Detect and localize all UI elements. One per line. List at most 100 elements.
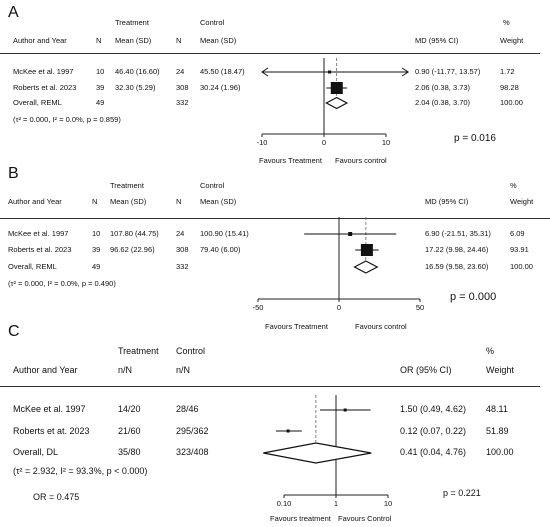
group1-header: Treatment bbox=[115, 18, 149, 27]
row-n2: 28/46 bbox=[176, 404, 199, 414]
p-value: p = 0.000 bbox=[450, 291, 497, 303]
row-mean2: 100.90 (15.41) bbox=[200, 229, 249, 238]
p-value: p = 0.016 bbox=[454, 133, 496, 144]
or-summary: OR = 0.475 bbox=[33, 492, 80, 502]
point-estimate-square bbox=[343, 408, 347, 412]
row-weight: 98.28 bbox=[500, 83, 519, 92]
overall-effect-diamond bbox=[325, 96, 349, 110]
row-weight: 100.00 bbox=[500, 98, 523, 107]
weight-header: Weight bbox=[510, 197, 534, 206]
x-axis-tick-label: 10 bbox=[384, 499, 392, 508]
mean2-header: Mean (SD) bbox=[200, 197, 237, 206]
x-axis-tick-label: 10 bbox=[382, 138, 390, 147]
row-n2: 332 bbox=[176, 98, 189, 107]
header-rule bbox=[0, 53, 540, 54]
weight-header: Weight bbox=[486, 365, 514, 375]
effect-header: MD (95% CI) bbox=[425, 197, 469, 206]
row-ci: 1.50 (0.49, 4.62) bbox=[400, 404, 467, 414]
author-header: Author and Year bbox=[13, 36, 67, 45]
forest-plot-a-graphic: -10 0 10 bbox=[257, 58, 410, 147]
row-ci: 6.90 (-21.51, 35.31) bbox=[425, 229, 491, 238]
favours-right: Favours control bbox=[335, 156, 387, 165]
row-ci: 0.90 (-11.77, 13.57) bbox=[415, 67, 481, 76]
header-rule bbox=[0, 386, 540, 387]
row-n1: 10 bbox=[92, 229, 101, 238]
forest-plot-b: B Treatment Control % Author and Year N … bbox=[0, 165, 550, 335]
point-estimate-square bbox=[286, 429, 290, 433]
point-estimate-square bbox=[360, 244, 373, 256]
row-mean1: 96.62 (22.96) bbox=[110, 245, 155, 254]
n1-header: n/N bbox=[118, 365, 133, 375]
row-mean1: 46.40 (16.60) bbox=[115, 67, 160, 76]
row-ci: 0.12 (0.07, 0.22) bbox=[400, 426, 467, 436]
row-n1: 39 bbox=[92, 245, 101, 254]
panel-label-a: A bbox=[8, 4, 19, 21]
row-n2: 295/362 bbox=[176, 426, 209, 436]
row-ci: 16.59 (9.58, 23.60) bbox=[425, 262, 489, 271]
row-author: Roberts et al. 2023 bbox=[8, 245, 72, 254]
mean1-header: Mean (SD) bbox=[110, 197, 147, 206]
forest-plot-c: C Treatment Control % Author and Year n/… bbox=[0, 323, 550, 527]
x-axis-tick-label: 50 bbox=[416, 303, 424, 312]
row-weight: 1.72 bbox=[500, 67, 515, 76]
header-rule bbox=[0, 218, 550, 219]
row-author: McKee et al. 1997 bbox=[8, 229, 69, 238]
forest-plot-c-graphic: 0.10 1 10 bbox=[263, 395, 392, 508]
row-n2: 308 bbox=[176, 245, 189, 254]
row-ci: 2.06 (0.38, 3.73) bbox=[415, 83, 471, 92]
mean2-header: Mean (SD) bbox=[200, 36, 237, 45]
row-mean1: 32.30 (5.29) bbox=[115, 83, 156, 92]
n1-header: N bbox=[96, 36, 102, 45]
weight-pct-header: % bbox=[486, 346, 495, 356]
mean1-header: Mean (SD) bbox=[115, 36, 152, 45]
n2-header: N bbox=[176, 197, 182, 206]
row-weight: 100.00 bbox=[486, 447, 514, 457]
weight-pct-header: % bbox=[503, 18, 510, 27]
effect-header: OR (95% CI) bbox=[400, 365, 452, 375]
row-weight: 51.89 bbox=[486, 426, 509, 436]
row-author: Overall, REML bbox=[8, 262, 57, 271]
ci-arrow-right bbox=[401, 67, 410, 77]
author-header: Author and Year bbox=[8, 197, 62, 206]
row-mean1: 107.80 (44.75) bbox=[110, 229, 159, 238]
weight-pct-header: % bbox=[510, 181, 517, 190]
row-n1: 49 bbox=[96, 98, 105, 107]
x-axis-tick-label: 0.10 bbox=[277, 499, 292, 508]
p-value: p = 0.221 bbox=[443, 488, 481, 498]
row-n1: 39 bbox=[96, 83, 105, 92]
group2-header: Control bbox=[200, 181, 225, 190]
row-n2: 308 bbox=[176, 83, 189, 92]
row-weight: 6.09 bbox=[510, 229, 525, 238]
favours-left: Favours Treatment bbox=[259, 156, 322, 165]
row-n1: 10 bbox=[96, 67, 105, 76]
group2-header: Control bbox=[200, 18, 225, 27]
row-n1: 21/60 bbox=[118, 426, 141, 436]
n2-header: N bbox=[176, 36, 182, 45]
row-n2: 24 bbox=[176, 67, 185, 76]
row-weight: 100.00 bbox=[510, 262, 533, 271]
row-n2: 323/408 bbox=[176, 447, 209, 457]
row-author: Roberts et at. 2023 bbox=[13, 426, 90, 436]
x-axis-tick-label: 0 bbox=[322, 138, 326, 147]
row-n1: 14/20 bbox=[118, 404, 141, 414]
point-estimate-square bbox=[328, 70, 332, 74]
author-header: Author and Year bbox=[13, 365, 78, 375]
heterogeneity-stats: (τ² = 0.000, I² = 0.0%, p = 0.859) bbox=[13, 115, 121, 124]
row-author: Roberts et al. 2023 bbox=[13, 83, 77, 92]
group2-header: Control bbox=[176, 346, 206, 356]
row-mean2: 79.40 (6.00) bbox=[200, 245, 241, 254]
weight-header: Weight bbox=[500, 36, 524, 45]
x-axis-tick-label: 1 bbox=[334, 499, 338, 508]
group1-header: Treatment bbox=[110, 181, 144, 190]
overall-effect-diamond bbox=[263, 442, 372, 464]
overall-effect-diamond bbox=[353, 260, 379, 274]
heterogeneity-stats: (τ² = 2.932, I² = 93.3%, p < 0.000) bbox=[13, 466, 148, 476]
favours-left: Favours treatment bbox=[270, 514, 331, 523]
favours-right: Favours Control bbox=[338, 514, 392, 523]
favours-left: Favours Treatment bbox=[265, 322, 328, 331]
panel-label-b: B bbox=[8, 165, 19, 182]
row-ci: 17.22 (9.98, 24.46) bbox=[425, 245, 489, 254]
row-n1: 35/80 bbox=[118, 447, 141, 457]
row-author: McKee et al. 1997 bbox=[13, 67, 74, 76]
point-estimate-square bbox=[330, 82, 343, 94]
